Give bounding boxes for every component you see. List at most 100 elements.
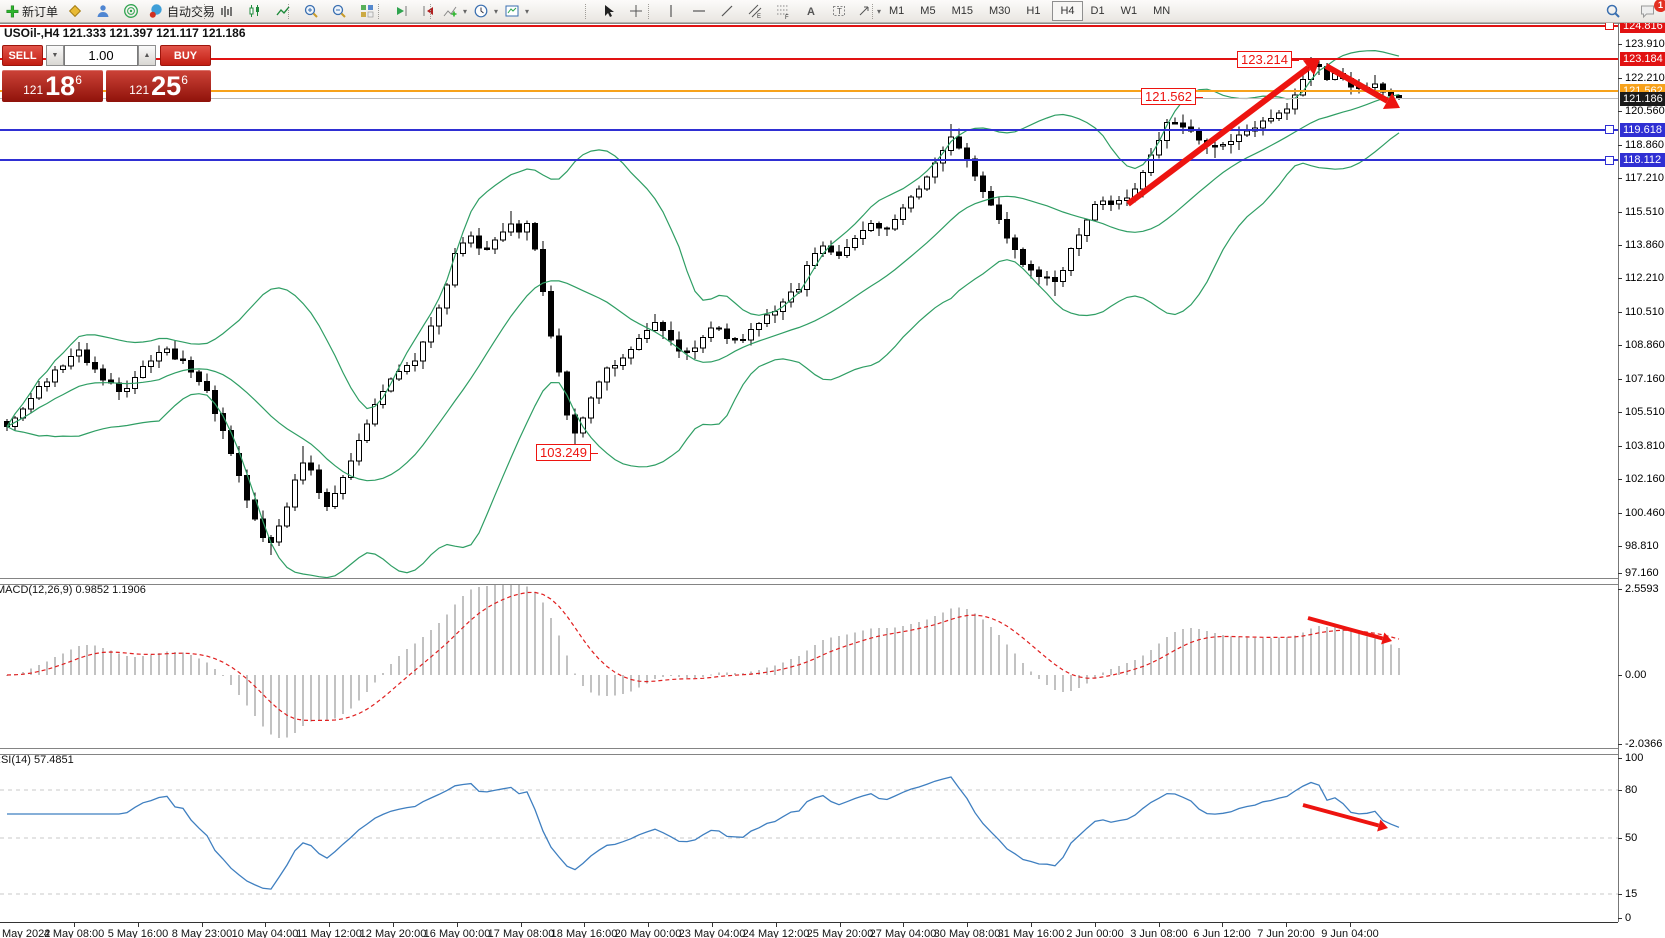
timeframe-m5[interactable]: M5 [920,5,936,17]
hline-119.618[interactable] [0,128,1618,131]
auto-scroll-button[interactable] [387,1,415,21]
fibonacci-tool[interactable]: F [769,1,797,21]
hline-124.816[interactable] [0,24,1618,27]
hline-handle[interactable] [1605,125,1614,135]
time-axis-label[interactable]: 31 May 16:00 [997,928,1065,938]
bar-chart-mode-button[interactable] [213,1,241,21]
time-axis-label[interactable]: 5 May 16:00 [107,928,169,938]
time-axis-label[interactable]: 11 May 12:00 [296,928,362,938]
time-axis-label[interactable]: 3 Jun 08:00 [1130,928,1188,938]
time-axis-label[interactable]: 6 Jun 12:00 [1193,928,1251,938]
macd-scale-tick [1618,743,1622,745]
time-axis-tick [74,923,75,927]
price-scale-label[interactable]: 110.510 [1625,306,1664,318]
signals-button[interactable] [117,1,145,21]
zoom-out-button[interactable] [325,1,353,21]
timeframe-h1[interactable]: H1 [1026,5,1041,17]
sell-price-panel[interactable]: 121 18 6 [2,70,103,102]
price-scale-label[interactable]: 118.860 [1625,139,1664,151]
cursor-button[interactable] [594,1,622,21]
time-axis-label[interactable]: 18 May 16:00 [550,928,618,938]
timeframe-h4[interactable]: H4 [1052,1,1083,21]
price-scale-label[interactable]: 102.160 [1625,473,1665,485]
time-axis-label[interactable]: 20 May 00:00 [614,928,682,938]
time-axis-label[interactable]: 16 May 00:00 [423,928,491,938]
time-axis-label[interactable]: 7 Jun 20:00 [1257,928,1315,938]
hline-121.562[interactable] [0,90,1618,92]
time-axis-label[interactable]: 23 May 04:00 [678,928,746,938]
volume-decrease-button[interactable]: ▼ [46,45,64,66]
toolbar-grip [872,3,878,19]
timeframe-w1[interactable]: W1 [1120,5,1138,17]
time-axis-label[interactable]: 24 May 12:00 [742,928,810,938]
text-tool[interactable]: A [797,1,825,21]
horizontal-line-tool[interactable] [685,1,713,21]
tile-windows-button[interactable] [353,1,381,21]
new-order-button[interactable]: 新订单 [2,1,61,21]
time-axis-label[interactable]: 27 May 04:00 [869,928,937,938]
price-scale-label[interactable]: 107.160 [1625,373,1665,385]
line-chart-mode-button[interactable] [269,1,297,21]
price-scale-label[interactable]: 100.460 [1625,507,1665,519]
volume-increase-button[interactable]: ▲ [138,45,156,66]
channel-tool[interactable]: E [741,1,769,21]
hline-118.112[interactable] [0,159,1618,161]
buy-button[interactable]: BUY [160,45,211,66]
time-axis-label[interactable]: 2 Jun 00:00 [1066,928,1124,938]
hline-123.184[interactable] [0,57,1618,60]
price-scale-label[interactable]: 120.560 [1625,105,1665,117]
price-scale-label[interactable]: 108.860 [1625,339,1665,351]
candle-chart-mode-button[interactable] [241,1,269,21]
rsi-pane-splitter[interactable] [0,748,1618,755]
hline-handle[interactable] [1605,155,1614,165]
profile-button[interactable] [89,1,117,21]
price-annotation-121.562[interactable]: 121.562 [1141,88,1203,105]
price-scale-label[interactable]: 123.910 [1625,38,1665,50]
periods-button[interactable] [470,1,501,21]
macd-pane-splitter[interactable] [0,578,1618,585]
price-scale-label[interactable]: 105.510 [1625,406,1665,418]
zoom-in-button[interactable] [297,1,325,21]
price-annotation-123.214[interactable]: 123.214 [1237,51,1299,68]
price-scale-label[interactable]: 122.210 [1625,72,1665,84]
timeframe-d1[interactable]: D1 [1090,5,1105,17]
timeframe-m15[interactable]: M15 [951,5,973,17]
autotrading-button[interactable]: 自动交易 [145,1,218,21]
templates-button[interactable] [501,1,532,21]
sell-button[interactable]: SELL [2,45,43,66]
indicators-button[interactable] [439,1,470,21]
timeframe-mn[interactable]: MN [1153,5,1171,17]
time-axis-label[interactable]: 9 Jun 04:00 [1321,928,1379,938]
price-scale-label[interactable]: 103.810 [1625,440,1665,452]
price-scale-label[interactable]: 113.860 [1625,239,1664,251]
timeframe-m1[interactable]: M1 [889,5,905,17]
volume-input[interactable] [64,45,138,66]
time-axis-label[interactable]: 8 May 23:00 [171,928,233,938]
crosshair-button[interactable] [622,1,650,21]
price-scale-label[interactable]: 117.210 [1625,172,1664,184]
vertical-line-tool[interactable] [657,1,685,21]
market-watch-button[interactable] [61,1,89,21]
buy-price-panel[interactable]: 121 25 6 [106,70,211,102]
price-scale-label[interactable]: 97.160 [1625,567,1659,579]
time-axis-label[interactable]: 30 May 08:00 [933,928,1001,938]
timeframe-m30[interactable]: M30 [988,5,1011,17]
time-axis-label[interactable]: 12 May 20:00 [359,928,427,938]
trendline-tool[interactable] [713,1,741,21]
time-axis-label[interactable]: 4 May 08:00 [43,928,105,938]
chat-button[interactable]: 1 [1633,0,1665,21]
search-button[interactable] [1599,1,1627,21]
price-scale-label[interactable]: 98.810 [1625,540,1659,552]
time-axis-label[interactable]: 17 May 08:00 [487,928,555,938]
hline-121.186[interactable] [0,98,1618,99]
arrows-tool[interactable] [853,1,884,21]
time-axis-label[interactable]: 25 May 20:00 [806,928,874,938]
macd-label: MACD(12,26,9) 0.9852 1.1906 [0,584,146,596]
text-label-tool[interactable]: T [825,1,853,21]
price-scale-label[interactable]: 115.510 [1625,206,1664,218]
price-scale-label[interactable]: 112.210 [1625,272,1664,284]
price-annotation-103.249[interactable]: 103.249 [536,444,598,461]
time-axis-label[interactable]: 10 May 04:00 [231,928,299,938]
